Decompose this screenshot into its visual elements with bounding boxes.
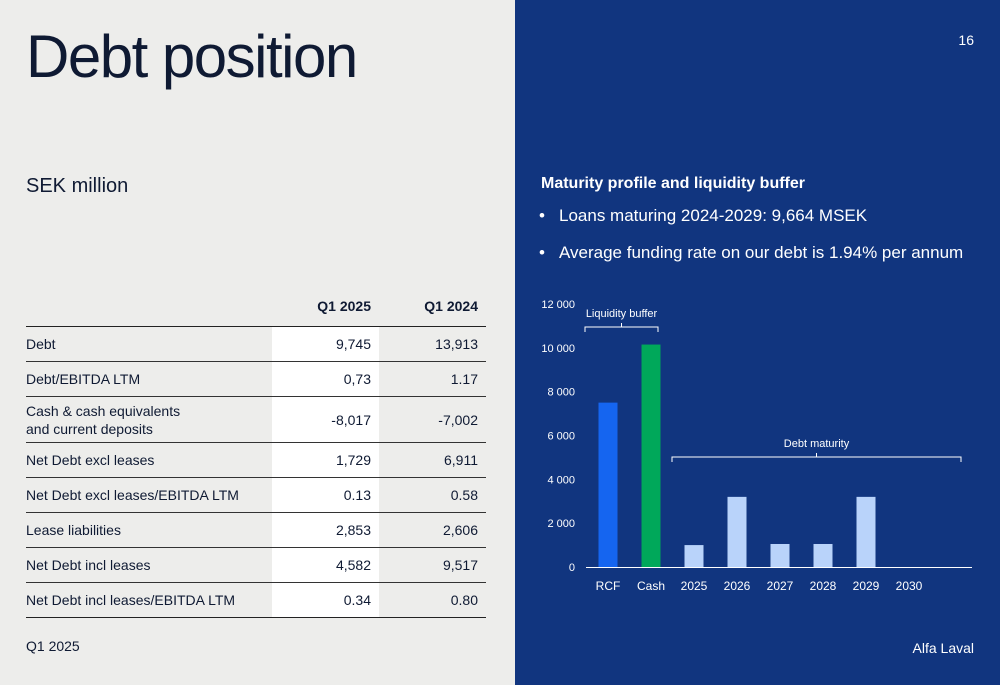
unit-label: SEK million xyxy=(26,175,129,197)
cell-q1-2025: 4,582 xyxy=(272,547,379,583)
table-header-row: Q1 2025 Q1 2024 xyxy=(26,286,486,327)
table-header-empty xyxy=(26,286,272,327)
x-tick-label: 2030 xyxy=(896,579,923,593)
row-label: Cash & cash equivalents and current depos… xyxy=(26,402,181,437)
y-tick-label: 2 000 xyxy=(547,518,575,530)
y-tick-label: 6 000 xyxy=(547,431,575,443)
bullet-item: Average funding rate on our debt is 1.94… xyxy=(539,243,963,263)
y-tick-label: 0 xyxy=(569,562,575,574)
table-row: Debt/EBITDA LTM 0,73 1.17 xyxy=(26,361,486,397)
maturity-chart: 0 2 000 4 000 6 000 8 000 10 000 12 000 RCF Cash… xyxy=(541,299,972,593)
row-label: Net Debt incl leases xyxy=(26,557,151,573)
bar-2027 xyxy=(770,543,790,567)
y-tick-label: 10 000 xyxy=(541,343,575,355)
debt-maturity-bracket xyxy=(671,453,962,462)
cell-q1-2024: 2,606 xyxy=(442,522,478,538)
y-tick-label: 8 000 xyxy=(547,387,575,399)
bar-cash xyxy=(641,344,661,567)
table-row: Net Debt incl leases 4,582 9,517 xyxy=(26,547,486,583)
column-header-q1-2024: Q1 2024 xyxy=(424,298,478,314)
right-panel: 16 Maturity profile and liquidity buffer… xyxy=(515,0,1000,685)
cell-q1-2024: 1.17 xyxy=(450,371,478,387)
cell-q1-2024: -7,002 xyxy=(438,411,478,428)
cell-q1-2025: 1,729 xyxy=(272,442,379,478)
debt-table: Q1 2025 Q1 2024 Debt 9,745 13,913 Debt/EBIT… xyxy=(26,286,486,618)
bar-2028 xyxy=(813,543,833,567)
table-row: Lease liabilities 2,853 2,606 xyxy=(26,512,486,548)
left-panel: Debt position SEK million Q1 2025 Q1 202… xyxy=(26,23,486,654)
table-row: Net Debt incl leases/EBITDA LTM 0.34 0.80 xyxy=(26,582,486,618)
bar-2029 xyxy=(856,496,876,567)
cell-q1-2024: 6,911 xyxy=(444,452,478,468)
row-label: Net Debt excl leases xyxy=(26,452,155,468)
table-row: Cash & cash equivalents and current depos… xyxy=(26,396,486,443)
x-tick-label: Cash xyxy=(637,579,665,593)
page-number: 16 xyxy=(958,32,974,48)
liquidity-buffer-bracket xyxy=(584,323,659,332)
table-row: Net Debt excl leases/EBITDA LTM 0.13 0.58 xyxy=(26,477,486,513)
row-label: Lease liabilities xyxy=(26,522,121,538)
cell-q1-2025: 0.13 xyxy=(272,477,379,513)
cell-q1-2024: 0.58 xyxy=(450,487,478,503)
y-tick-label: 4 000 xyxy=(547,474,575,486)
bar-2026 xyxy=(727,496,747,567)
cell-q1-2024: 0.80 xyxy=(450,592,478,608)
cell-q1-2025: 2,853 xyxy=(272,512,379,548)
bullet-list: Loans maturing 2024-2029: 9,664 MSEK Ave… xyxy=(539,206,963,280)
row-label: Debt xyxy=(26,336,56,352)
bar-rcf xyxy=(598,402,618,567)
cell-q1-2025: 0,73 xyxy=(272,361,379,397)
x-tick-label: 2026 xyxy=(724,579,751,593)
debt-maturity-label: Debt maturity xyxy=(784,438,850,450)
x-tick-label: 2027 xyxy=(767,579,794,593)
table-row: Debt 9,745 13,913 xyxy=(26,326,486,362)
page-title: Debt position xyxy=(26,23,358,90)
chart-subtitle: Maturity profile and liquidity buffer xyxy=(541,175,805,192)
bullet-item: Loans maturing 2024-2029: 9,664 MSEK xyxy=(539,206,963,226)
footer-brand: Alfa Laval xyxy=(912,640,974,656)
bar-2025 xyxy=(684,545,704,567)
cell-q1-2025: 9,745 xyxy=(272,326,379,362)
row-label: Debt/EBITDA LTM xyxy=(26,371,141,387)
cell-q1-2024: 13,913 xyxy=(435,336,478,352)
x-tick-label: 2029 xyxy=(853,579,880,593)
row-label: Net Debt incl leases/EBITDA LTM xyxy=(26,592,236,608)
footer-period: Q1 2025 xyxy=(26,638,80,654)
cell-q1-2025: 0.34 xyxy=(272,582,379,618)
row-label: Net Debt excl leases/EBITDA LTM xyxy=(26,487,239,503)
column-header-q1-2025: Q1 2025 xyxy=(317,298,371,314)
x-tick-label: RCF xyxy=(596,579,621,593)
liquidity-buffer-label: Liquidity buffer xyxy=(586,308,658,320)
y-tick-label: 12 000 xyxy=(541,299,575,311)
cell-q1-2025: -8,017 xyxy=(272,396,379,443)
cell-q1-2024: 9,517 xyxy=(442,557,478,573)
table-row: Net Debt excl leases 1,729 6,911 xyxy=(26,442,486,478)
x-tick-label: 2028 xyxy=(810,579,837,593)
x-tick-label: 2025 xyxy=(681,579,708,593)
